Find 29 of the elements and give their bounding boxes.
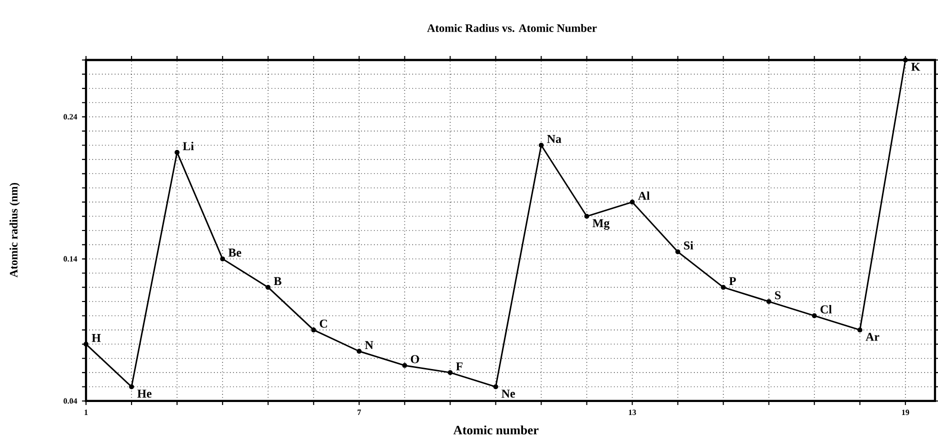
annotation: Ar [866, 332, 880, 341]
x-axis-title: Atomic number [453, 426, 538, 434]
annotation: Cl [820, 305, 832, 314]
x-tick-label: 13 [628, 410, 636, 416]
y-tick-label: 0.14 [64, 256, 78, 262]
annotation: Si [684, 241, 694, 250]
annotation: Be [228, 248, 242, 257]
x-tick-label: 1 [84, 410, 88, 415]
y-axis-title: Atomic radius (nm) [10, 182, 20, 278]
annotation: S [775, 291, 781, 300]
y-tick-label: 0.24 [64, 114, 78, 120]
annotation: F [456, 362, 463, 370]
x-tick-label: 7 [358, 410, 361, 415]
annotation: P [729, 277, 736, 286]
annotation: Li [182, 142, 194, 150]
annotation: C [320, 320, 327, 328]
y-tick-label: 0.04 [64, 398, 78, 404]
annotation: Ne [502, 390, 515, 398]
x-tick-label: 19 [902, 410, 910, 416]
annotation: N [364, 341, 374, 349]
annotation: Na [547, 135, 562, 143]
annotation: Mg [592, 219, 610, 230]
annotation: He [137, 390, 152, 398]
chart-title: Atomic Radius vs. Atomic Number [427, 24, 597, 32]
annotation: H [92, 334, 101, 342]
annotation: B [274, 277, 282, 286]
annotation: O [410, 355, 420, 364]
annotation: Al [638, 191, 650, 200]
annotation: K [911, 62, 920, 71]
